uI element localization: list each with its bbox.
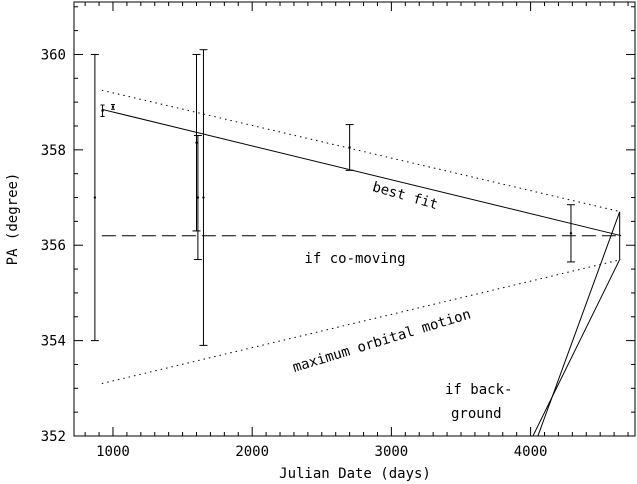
x-tick-label: 2000 <box>235 444 269 460</box>
x-tick-label: 4000 <box>514 444 548 460</box>
fit-lines <box>101 89 622 436</box>
x-tick-label: 3000 <box>375 444 409 460</box>
y-tick-label: 354 <box>41 334 66 350</box>
data-point <box>111 105 115 109</box>
orbital-motion-annotation: maximum orbital motion <box>291 306 473 376</box>
data-points <box>90 49 575 346</box>
background-annotation-line1: if back- <box>445 382 512 398</box>
data-point <box>93 196 97 199</box>
line-dotted <box>101 259 622 385</box>
line-dotted <box>101 89 622 213</box>
x-axis-label: Julian Date (days) <box>279 466 431 482</box>
best-fit-annotation: best fit <box>370 179 439 213</box>
line-solid <box>537 211 621 436</box>
y-tick-label: 360 <box>41 47 66 63</box>
data-point <box>202 196 205 199</box>
data-point <box>101 109 104 112</box>
co-moving-annotation: if co-moving <box>304 251 405 267</box>
axis-ticks <box>74 2 635 437</box>
y-tick-label: 352 <box>41 429 66 445</box>
background-annotation-line2: ground <box>451 406 502 422</box>
data-point <box>195 141 198 144</box>
line-solid <box>532 259 621 436</box>
y-tick-label: 356 <box>41 238 66 254</box>
plot-frame <box>73 1 636 437</box>
line-solid <box>101 108 622 237</box>
x-tick-label: 1000 <box>96 444 130 460</box>
y-axis-label: PA (degree) <box>5 173 21 266</box>
data-point <box>348 146 351 149</box>
data-point <box>569 232 573 235</box>
x-tick-labels: 1000 2000 3000 4000 <box>96 444 547 460</box>
y-tick-label: 358 <box>41 143 66 159</box>
data-point <box>196 196 200 199</box>
y-tick-labels: 352 354 356 358 360 <box>41 47 66 445</box>
